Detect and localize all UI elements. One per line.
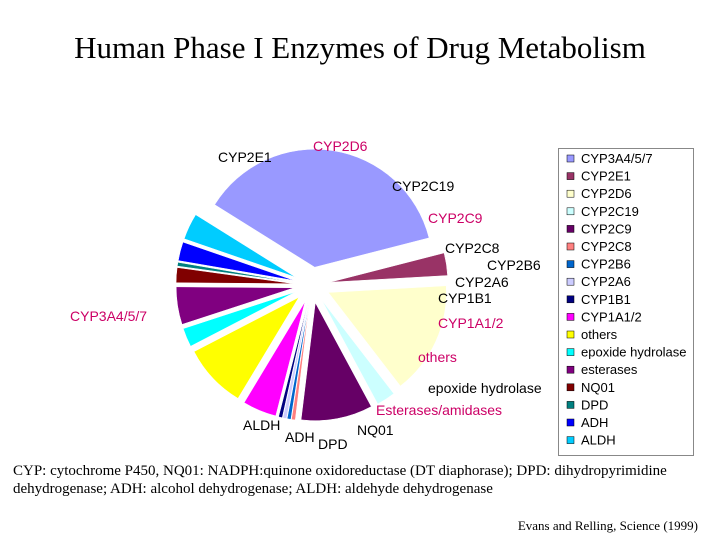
slice-label: DPD xyxy=(318,436,348,452)
slice-label: ALDH xyxy=(243,417,280,433)
legend-label: CYP1A1/2 xyxy=(581,309,642,324)
legend-swatch xyxy=(566,260,575,268)
legend-label: CYP2C8 xyxy=(581,239,632,254)
legend-label: CYP1B1 xyxy=(581,292,631,307)
pie-slices xyxy=(175,149,448,421)
legend-swatch xyxy=(566,295,575,304)
legend-swatch xyxy=(566,401,575,409)
legend-label: NQ01 xyxy=(581,380,615,395)
slice-label: ADH xyxy=(285,429,315,445)
pie-slice-cyp2a6 xyxy=(282,302,309,419)
pie-slice-cyp2c9 xyxy=(300,301,372,421)
slice-label: NQ01 xyxy=(357,422,394,438)
legend-swatch xyxy=(566,207,575,216)
slice-label: CYP2C19 xyxy=(392,178,454,194)
legend-label: esterases xyxy=(581,362,638,377)
legend-label: epoxide hydrolase xyxy=(581,345,687,360)
slice-labels: CYP3A4/5/7 CYP2E1 CYP2D6 CYP2C19 CYP2C9 CYP2C… xyxy=(70,138,542,452)
pie-slice-aldh xyxy=(183,214,296,278)
pie-slice-adh xyxy=(177,241,295,281)
pie-slice-cyp2e1 xyxy=(329,252,448,283)
pie-slice-cyp1a1-2 xyxy=(243,301,306,417)
pie-slice-cyp2d6 xyxy=(327,285,447,387)
pie-slice-cyp3a4-5-7 xyxy=(214,149,430,268)
legend-label: DPD xyxy=(581,397,608,412)
slice-label: CYP2B6 xyxy=(487,257,541,273)
slice-label: CYP3A4/5/7 xyxy=(70,308,147,324)
legend-label: CYP2B6 xyxy=(581,257,631,272)
pie-slice-others xyxy=(193,296,300,399)
legend-swatch xyxy=(566,436,575,444)
pie-slice-dpd xyxy=(177,262,295,283)
legend-swatch xyxy=(566,225,575,233)
legend-swatch xyxy=(566,242,575,251)
pie-slice-nq01 xyxy=(175,267,295,284)
legend: CYP3A4/5/7 CYP2E1 CYP2D6 CYP2C19 CYP2C9 CYP2C… xyxy=(558,148,694,456)
legend-swatch xyxy=(566,277,575,286)
pie-slice-cyp2c8 xyxy=(291,302,310,421)
slice-label: epoxide hydrolase xyxy=(428,380,542,396)
slice-label: others xyxy=(418,349,457,365)
slice-label: CYP2C9 xyxy=(428,210,483,226)
legend-label: ALDH xyxy=(581,433,616,448)
pie-slice-cyp1b1 xyxy=(278,302,309,419)
legend-label: CYP2A6 xyxy=(581,274,631,289)
legend-label: others xyxy=(581,327,618,342)
pie-slice-cyp2c19 xyxy=(321,299,395,405)
legend-swatch xyxy=(566,418,575,427)
legend-swatch xyxy=(566,330,575,339)
legend-swatch xyxy=(566,313,575,321)
slice-label: CYP1A1/2 xyxy=(438,315,504,331)
legend-swatch xyxy=(566,189,575,198)
legend-label: CYP2C19 xyxy=(581,204,639,219)
pie-slice-esterases xyxy=(175,286,295,325)
legend-label: CYP2D6 xyxy=(581,186,632,201)
pie-slice-cyp2b6 xyxy=(286,302,310,420)
legend-label: ADH xyxy=(581,415,608,430)
legend-label: CYP3A4/5/7 xyxy=(581,151,653,166)
pie-slice-epoxide-hydrolase xyxy=(182,291,296,347)
slice-label: CYP2C8 xyxy=(445,240,500,256)
legend-swatch xyxy=(566,172,575,180)
legend-swatch xyxy=(566,365,575,374)
citation: Evans and Relling, Science (1999) xyxy=(517,518,698,533)
slice-label: CYP2D6 xyxy=(313,138,368,154)
chart-title: Human Phase I Enzymes of Drug Metabolism xyxy=(74,30,646,65)
legend-label: CYP2C9 xyxy=(581,221,632,236)
slice-label: CYP2A6 xyxy=(455,274,509,290)
legend-swatch xyxy=(566,348,575,356)
legend-swatch xyxy=(566,154,575,163)
legend-swatch xyxy=(566,383,575,392)
slice-label: CYP2E1 xyxy=(218,149,272,165)
slice-label: Esterases/amidases xyxy=(376,402,502,418)
slice-label: CYP1B1 xyxy=(438,290,492,306)
footnote: CYP: cytochrome P450, NQ01: NADPH:quinon… xyxy=(13,463,667,497)
legend-label: CYP2E1 xyxy=(581,169,631,184)
